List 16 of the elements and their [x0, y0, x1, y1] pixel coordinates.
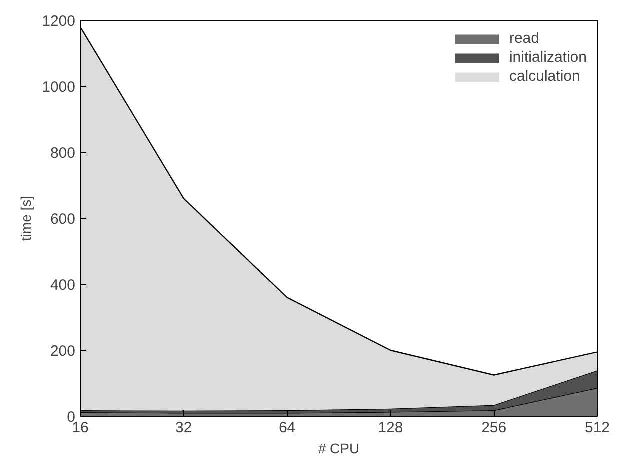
x-tick-label: 128 — [378, 420, 404, 436]
legend-label: read — [509, 30, 540, 47]
x-axis-title: # CPU — [318, 440, 360, 456]
y-tick-label: 1000 — [42, 79, 76, 96]
x-tick-label: 64 — [278, 420, 296, 436]
x-tick-label: 512 — [584, 420, 610, 436]
y-tick-label: 1200 — [42, 13, 76, 30]
y-axis-title: time [s] — [18, 196, 34, 242]
y-tick-label: 800 — [50, 145, 76, 162]
x-tick-label: 32 — [176, 420, 192, 436]
legend-label: calculation — [509, 68, 580, 85]
y-tick-label: 400 — [50, 277, 76, 294]
legend-label: initialization — [509, 49, 587, 66]
y-tick-label: 600 — [50, 211, 76, 228]
x-tick-label: 256 — [482, 420, 507, 436]
y-tick-label: 200 — [50, 343, 76, 360]
